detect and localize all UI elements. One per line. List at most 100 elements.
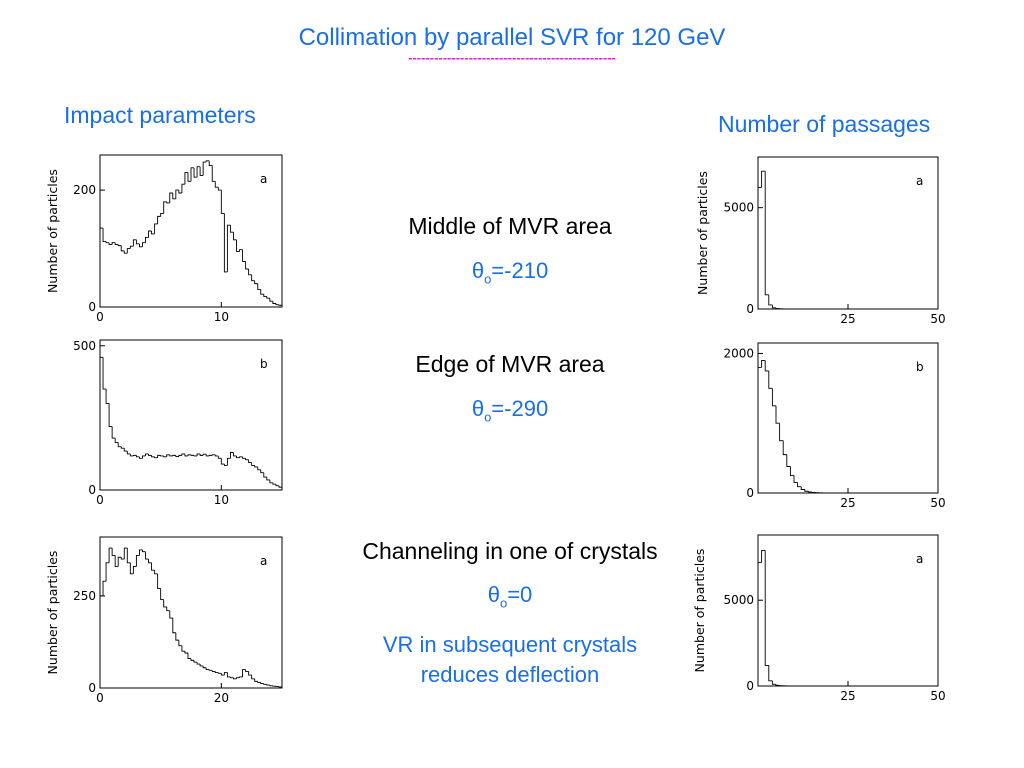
x-tick-label: 25 xyxy=(840,312,855,326)
histogram-bin xyxy=(132,239,137,247)
histogram-bin xyxy=(761,170,766,188)
histogram-bin xyxy=(99,356,104,490)
histogram-bin xyxy=(242,249,246,262)
y-axis-label: Number of particles xyxy=(695,171,710,295)
histogram-bin xyxy=(226,457,231,466)
histogram-bin xyxy=(797,482,802,488)
histogram-bin xyxy=(793,475,798,483)
histogram-bin xyxy=(196,166,201,178)
theta-symbol: θ xyxy=(471,396,485,421)
histogram-bin xyxy=(108,547,113,563)
histogram-bin xyxy=(184,651,188,654)
histogram-bin xyxy=(220,673,225,676)
y-axis-label: Number of particles xyxy=(692,549,707,673)
histogram-bin xyxy=(208,669,213,671)
histogram-bin xyxy=(138,243,143,248)
histogram-bin xyxy=(154,570,158,575)
histogram-bin xyxy=(166,454,170,457)
y-tick-label: 0 xyxy=(88,681,96,695)
histogram-bin xyxy=(105,241,110,244)
histogram-bin xyxy=(202,161,207,176)
histogram-bin xyxy=(229,676,234,679)
panel-tag: b xyxy=(260,357,268,371)
histogram-bin xyxy=(263,683,267,685)
x-tick-label: 50 xyxy=(930,312,945,326)
histogram-bin xyxy=(111,426,116,439)
histogram-bin xyxy=(205,160,210,163)
histogram-bin xyxy=(169,610,173,619)
histogram-bin xyxy=(275,484,279,487)
histogram-bin xyxy=(226,672,231,678)
histogram-bin xyxy=(208,160,213,166)
histogram-bin xyxy=(757,562,762,686)
slide-title: Collimation by parallel SVR for 120 GeV xyxy=(298,24,726,51)
histogram-bin xyxy=(151,231,155,235)
histogram-bin xyxy=(190,658,195,661)
histogram-bin xyxy=(175,455,179,457)
histogram-bin xyxy=(163,201,167,214)
histogram-bin xyxy=(260,469,264,474)
histogram-bin xyxy=(266,684,270,686)
y-tick-label: 0 xyxy=(746,486,754,500)
panel-tag: a xyxy=(260,554,267,568)
histogram-bin xyxy=(211,454,216,456)
histogram-bin xyxy=(257,283,261,290)
histogram-bin xyxy=(117,556,122,567)
histogram-bin xyxy=(205,667,210,671)
histogram-bin xyxy=(245,261,249,270)
row3-theta: θo=0 xyxy=(330,582,690,610)
histogram-bin xyxy=(775,684,780,686)
histogram-bin xyxy=(248,459,252,464)
histogram-bin xyxy=(129,245,134,249)
histogram-bin xyxy=(145,453,149,456)
histogram-bin xyxy=(160,455,164,457)
histogram-bin xyxy=(254,280,258,285)
histogram-bin xyxy=(193,660,198,663)
histogram-bin xyxy=(187,454,191,456)
histogram-bin xyxy=(208,454,213,456)
histogram-bin xyxy=(248,269,252,276)
histogram-bin xyxy=(187,172,191,182)
histogram-bin xyxy=(163,455,167,458)
histogram-bin xyxy=(768,370,773,389)
histogram-bin xyxy=(172,193,176,200)
panel-tag: a xyxy=(260,172,267,186)
histogram-bin xyxy=(242,669,246,677)
histogram-bin xyxy=(789,466,794,477)
histogram-bin xyxy=(764,360,769,372)
panel-tag: b xyxy=(916,360,924,374)
histogram-bin xyxy=(251,675,255,680)
histogram-bin xyxy=(178,190,182,194)
histogram-bin xyxy=(157,454,161,458)
histogram-bin xyxy=(775,405,780,424)
histogram-bin xyxy=(272,482,276,485)
histogram-bin xyxy=(181,183,185,193)
histogram-bin xyxy=(114,242,119,245)
histogram-bin xyxy=(151,562,155,571)
histogram-bin xyxy=(181,453,185,456)
histogram-bin xyxy=(768,294,773,306)
y-tick-label: 0 xyxy=(88,300,96,314)
histogram-bin xyxy=(761,549,766,563)
theta-subscript: o xyxy=(484,409,492,425)
y-tick-label: 0 xyxy=(88,483,96,497)
histogram-bin xyxy=(129,562,134,575)
y-tick-label: 5000 xyxy=(723,201,754,215)
row3-note-line1: VR in subsequent crystals xyxy=(382,632,638,657)
theta-subscript: o xyxy=(499,595,508,611)
histogram-bin xyxy=(257,681,261,683)
panel-tag: a xyxy=(916,174,923,188)
theta-subscript: o xyxy=(484,271,492,287)
histogram-bin xyxy=(160,213,164,217)
histogram-bin xyxy=(771,304,776,309)
y-tick-label: 0 xyxy=(746,679,754,693)
histogram-bin xyxy=(800,486,805,490)
histogram-bin xyxy=(138,456,143,459)
theta-symbol: θ xyxy=(471,258,485,283)
row1-theta: θo=-210 xyxy=(330,258,690,286)
theta-symbol: θ xyxy=(487,582,500,607)
histogram-bin xyxy=(199,453,204,456)
